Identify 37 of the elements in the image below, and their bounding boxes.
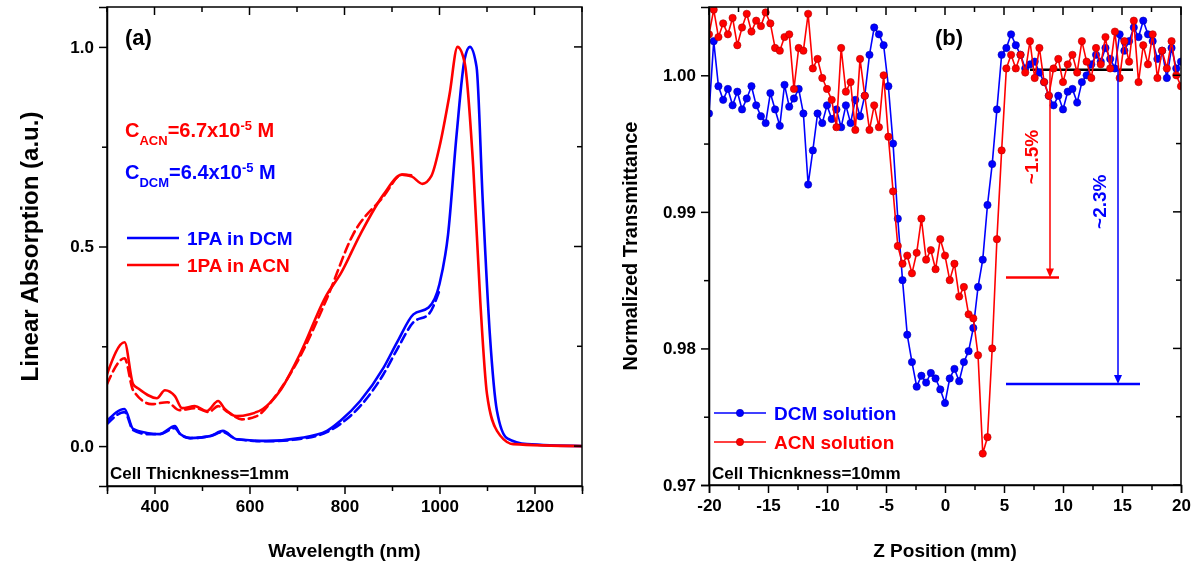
legend-label: DCM solution: [774, 402, 897, 424]
x-tick-label: 5: [999, 496, 1010, 516]
x-tick-label: -10: [815, 496, 840, 516]
x-tick-label: -15: [756, 496, 781, 516]
x-tick-label: -5: [878, 496, 895, 516]
x-tick-label: 20: [1172, 496, 1191, 516]
x-tick-label: 10: [1054, 496, 1073, 516]
x-tick-label: 800: [330, 497, 360, 517]
annotation: C$_{ACN}$=6.7x10$^{-5}$ M: [125, 117, 275, 148]
annotation: (a): [125, 25, 152, 50]
annotation: ~2.3%: [1089, 174, 1110, 229]
x-tick-label: 0: [940, 496, 951, 516]
y-tick-label: 0.5: [70, 237, 94, 257]
annotation: C$_{DCM}$=6.4x10$^{-5}$ M: [125, 159, 276, 190]
legend-label: ACN solution: [774, 431, 895, 453]
x-axis-title: Wavelength (nm): [268, 540, 421, 561]
y-tick-label: 0.99: [662, 202, 696, 222]
y-tick-label: 1.0: [70, 37, 94, 57]
y-tick-label: 0.98: [662, 339, 696, 359]
y-axis-title: Normalized Transmittance: [619, 121, 641, 371]
y-axis-title: Linear Absorption (a.u.): [16, 111, 44, 382]
x-tick-label: 1000: [421, 497, 459, 517]
y-tick-label: 0.97: [662, 475, 696, 495]
x-tick-label: 1200: [516, 497, 554, 517]
annotation: ~1.5%: [1021, 129, 1042, 185]
x-tick-label: 15: [1113, 496, 1132, 516]
annotation: Cell Thicnkness=10mm: [712, 464, 901, 483]
x-tick-label: 600: [235, 497, 265, 517]
annotation: (b): [935, 25, 964, 50]
y-tick-label: 0.0: [70, 437, 94, 457]
annotation: Cell Thicnkness=1mm: [110, 464, 290, 483]
x-tick-label: -20: [697, 496, 722, 516]
legend-label: 1PA in ACN: [187, 254, 290, 276]
x-axis-title: Z Position (mm): [873, 540, 1017, 561]
x-tick-label: 400: [140, 497, 170, 517]
y-tick-label: 1.00: [662, 66, 696, 86]
legend-label: 1PA in DCM: [187, 227, 293, 249]
